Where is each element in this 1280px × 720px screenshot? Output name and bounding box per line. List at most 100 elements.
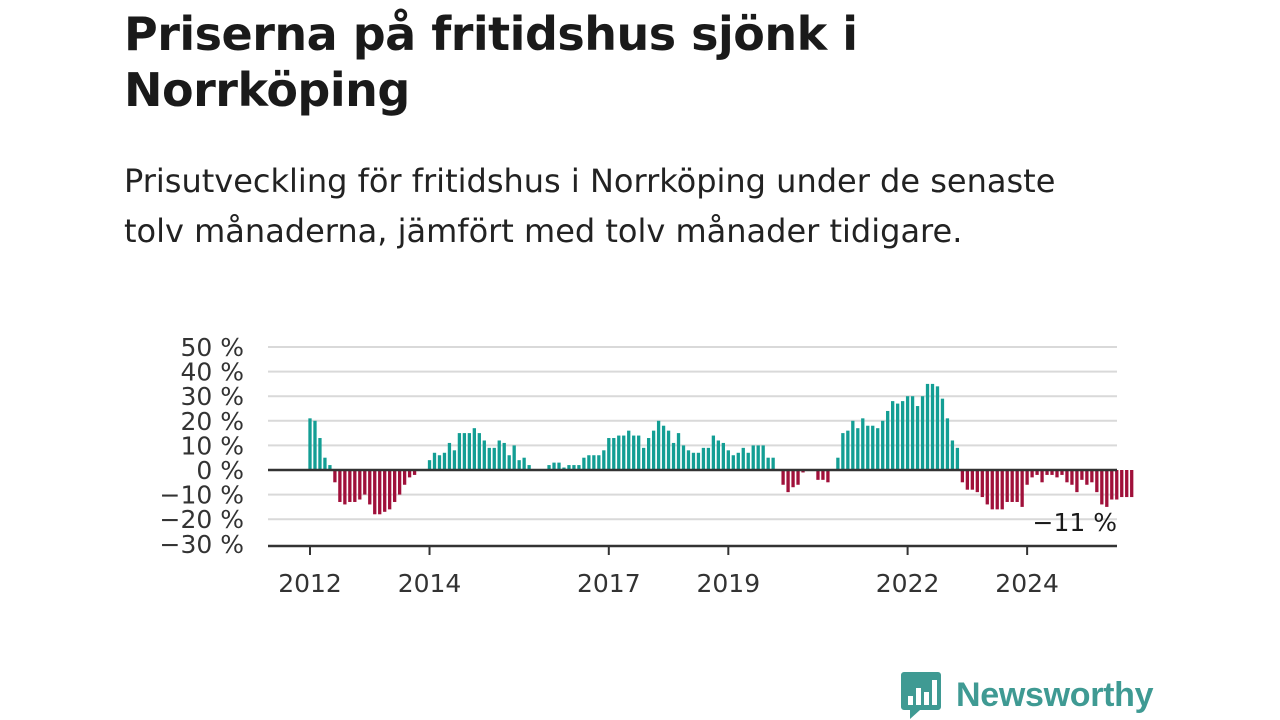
bar: [447, 442, 452, 470]
bar: [686, 450, 691, 470]
bar: [402, 470, 407, 485]
bar: [642, 447, 646, 470]
bar: [467, 433, 472, 470]
bar: [427, 460, 432, 470]
x-tick-label: 2017: [577, 569, 641, 598]
bar: [1090, 470, 1094, 483]
bar: [1015, 470, 1019, 502]
bar: [457, 433, 462, 470]
y-tick-label: −10 %: [160, 481, 244, 510]
bar: [1000, 470, 1004, 510]
bar: [393, 470, 397, 502]
bar: [651, 430, 656, 470]
x-tick-label: 2024: [995, 569, 1059, 598]
bar: [567, 465, 571, 470]
bar: [487, 447, 491, 470]
bar: [1005, 470, 1009, 502]
bar: [846, 430, 850, 470]
bar: [358, 470, 362, 500]
bar: [716, 440, 721, 470]
bar: [378, 470, 382, 515]
bar: [373, 470, 377, 515]
bar: [522, 457, 526, 470]
bar: [751, 445, 755, 470]
bar: [766, 457, 770, 470]
bar: [1105, 470, 1109, 507]
bar: [985, 470, 989, 505]
bar: [676, 433, 681, 470]
bar: [881, 420, 885, 470]
bar: [1045, 470, 1049, 475]
bar: [592, 455, 596, 470]
bar: [632, 435, 636, 470]
bar: [1125, 470, 1129, 498]
bar: [597, 455, 601, 470]
bar: [1060, 470, 1064, 475]
bar: [935, 386, 940, 470]
bar: [637, 435, 641, 470]
bar: [482, 440, 486, 470]
bar: [557, 462, 561, 470]
bar: [950, 440, 955, 470]
y-tick-label: 50 %: [180, 333, 244, 362]
bar: [786, 470, 790, 493]
bar: [1095, 470, 1099, 493]
bar: [791, 470, 795, 488]
bar: [407, 470, 412, 478]
bar: [746, 452, 750, 470]
x-tick-label: 2014: [398, 569, 462, 598]
bar: [666, 430, 671, 470]
bar: [308, 418, 312, 470]
bar: [383, 470, 387, 512]
bar: [711, 435, 716, 470]
bar: [582, 457, 586, 470]
bar: [960, 470, 965, 483]
bar: [607, 438, 611, 470]
bar: [577, 465, 581, 470]
bar: [731, 455, 735, 470]
y-tick-label: 40 %: [180, 358, 244, 387]
bar: [756, 445, 760, 470]
bar: [437, 455, 442, 470]
x-tick-label: 2012: [278, 569, 342, 598]
bar: [701, 447, 706, 470]
bar: [1100, 470, 1104, 505]
bar: [866, 425, 870, 470]
bars: [308, 383, 1134, 515]
bar: [995, 470, 999, 510]
bar: [796, 470, 800, 485]
bar: [915, 406, 920, 470]
bar: [587, 455, 591, 470]
bar: [318, 438, 322, 470]
bar: [572, 465, 576, 470]
logo-text: Newsworthy: [956, 675, 1154, 714]
bar: [1020, 470, 1024, 507]
bar: [313, 420, 317, 470]
bar: [1085, 470, 1089, 485]
y-tick-label: 20 %: [180, 407, 244, 436]
bar: [940, 398, 945, 470]
bar: [602, 450, 606, 470]
bar: [1025, 470, 1029, 485]
bar: [816, 470, 820, 480]
chart-title: Priserna på fritidshus sjönk i Norrköpin…: [124, 7, 858, 117]
bar: [622, 435, 626, 470]
bar: [706, 447, 711, 470]
bar: [861, 418, 865, 470]
bar: [492, 447, 496, 470]
bar: [945, 418, 950, 470]
bar: [1110, 470, 1114, 500]
y-tick-label: 10 %: [180, 431, 244, 460]
bar: [333, 470, 337, 483]
bar: [497, 440, 501, 470]
bar: [681, 445, 686, 470]
bar: [851, 420, 855, 470]
bar: [328, 465, 332, 470]
bar: [781, 470, 785, 485]
bar: [656, 420, 661, 470]
bar: [761, 445, 765, 470]
bar: [1010, 470, 1014, 502]
bar: [691, 452, 696, 470]
y-tick-label: −20 %: [160, 505, 244, 534]
bar: [1055, 470, 1059, 478]
